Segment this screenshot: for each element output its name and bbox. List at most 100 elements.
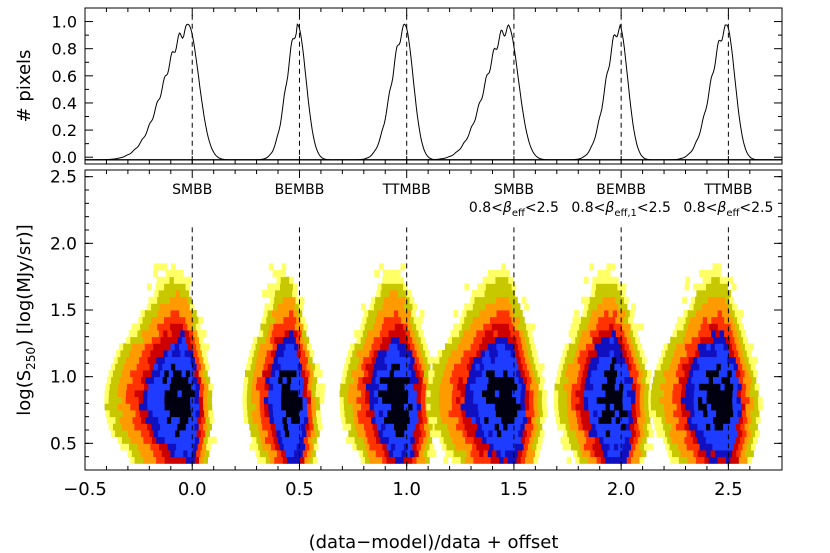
heatmap-cell — [132, 416, 138, 424]
heatmap-cell — [268, 303, 274, 311]
heatmap-cell — [663, 403, 669, 411]
heatmap-cell — [203, 423, 208, 431]
heatmap-cell — [403, 396, 409, 404]
heatmap-cell — [601, 430, 607, 438]
heatmap-cell — [357, 410, 362, 418]
heatmap-cell — [700, 456, 705, 464]
heatmap-cell — [190, 336, 196, 344]
heatmap-cell — [457, 450, 463, 458]
heatmap-cell — [376, 310, 382, 318]
heatmap-cell — [152, 436, 157, 444]
heatmap-cell — [669, 430, 674, 438]
heatmap-cell — [137, 330, 143, 338]
heatmap-cell — [169, 456, 174, 464]
heatmap-cell — [298, 343, 304, 351]
heatmap-cell — [282, 416, 288, 424]
heatmap-cell — [350, 356, 355, 364]
heatmap-cell — [558, 410, 564, 418]
heatmap-cell — [261, 376, 266, 384]
heatmap-cell — [155, 316, 161, 324]
heatmap-cell — [157, 296, 162, 304]
heatmap-cell — [134, 436, 140, 444]
heatmap-cell — [693, 343, 699, 351]
heatmap-cell — [525, 356, 530, 364]
heatmap-cell — [691, 350, 696, 358]
heatmap-cell — [725, 363, 730, 371]
heatmap-cell — [465, 383, 471, 391]
heatmap-cell — [609, 303, 615, 311]
heatmap-cell — [512, 336, 517, 344]
heatmap-cell — [315, 363, 320, 371]
heatmap-cell — [662, 436, 668, 444]
heatmap-cell — [680, 423, 685, 431]
heatmap-cell — [621, 370, 626, 378]
histogram-line-5 — [85, 23, 782, 161]
heatmap-cell — [141, 330, 147, 338]
heatmap-cell — [247, 410, 253, 418]
heatmap-cell — [503, 396, 508, 404]
heatmap-cell — [112, 423, 118, 431]
heatmap-cell — [577, 330, 582, 338]
heatmap-cell — [199, 383, 205, 391]
heatmap-cell — [604, 323, 610, 331]
heatmap-cell — [607, 330, 612, 338]
heatmap-cell — [280, 276, 286, 284]
heatmap-cell — [753, 396, 759, 404]
heatmap-cell — [626, 443, 632, 451]
heatmap-cell — [642, 370, 648, 378]
heatmap-cell — [253, 370, 259, 378]
heatmap-cell — [452, 390, 457, 398]
heatmap-cell — [165, 410, 171, 418]
heatmap-cell — [489, 350, 494, 358]
heatmap-cell — [390, 323, 396, 331]
heatmap-cell — [276, 343, 282, 351]
heatmap-cell — [624, 356, 630, 364]
heatmap-cell — [420, 456, 426, 464]
heatmap-cell — [282, 296, 288, 304]
heatmap-cell — [589, 296, 595, 304]
heatmap-cell — [500, 410, 505, 418]
heatmap-cell — [194, 316, 199, 324]
heatmap-cell — [719, 450, 724, 458]
heatmap-cell — [191, 383, 196, 391]
heatmap-cell — [486, 436, 492, 444]
heatmap-cell — [369, 456, 374, 464]
heatmap-cell — [685, 316, 691, 324]
heatmap-cell — [249, 370, 254, 378]
heatmap-cell — [248, 416, 253, 424]
heatmap-cell — [625, 310, 631, 318]
heatmap-cell — [693, 303, 699, 311]
heatmap-cell — [456, 356, 462, 364]
heatmap-cell — [639, 323, 644, 331]
heatmap-cell — [302, 396, 308, 404]
heatmap-cell — [714, 343, 720, 351]
heatmap-cell — [392, 296, 398, 304]
heatmap-cell — [294, 323, 300, 331]
heatmap-cell — [276, 330, 281, 338]
heatmap-cell — [348, 350, 353, 358]
heatmap-cell — [618, 430, 624, 438]
heatmap-cell — [617, 370, 622, 378]
heatmap-cell — [698, 390, 703, 398]
heatmap-cell — [304, 456, 310, 464]
heatmap-cell — [734, 336, 740, 344]
heatmap-cell — [375, 316, 380, 324]
heatmap-cell — [700, 376, 705, 384]
heatmap-cell — [701, 283, 707, 291]
heatmap-cell — [373, 390, 379, 398]
heatmap-cell — [305, 370, 310, 378]
heatmap-cell — [490, 336, 496, 344]
heatmap-cell — [676, 396, 682, 404]
heatmap-cell — [678, 456, 684, 464]
heatmap-cell — [196, 430, 202, 438]
heatmap-cell — [342, 423, 348, 431]
heatmap-cell — [464, 336, 470, 344]
heatmap-cell — [166, 376, 172, 384]
heatmap-cell — [253, 423, 259, 431]
heatmap-cell — [146, 350, 151, 358]
heatmap-cell — [295, 376, 301, 384]
heatmap-cell — [395, 390, 400, 398]
heatmap-cell — [484, 430, 489, 438]
heatmap-cell — [445, 376, 451, 384]
heatmap-cell — [303, 410, 308, 418]
